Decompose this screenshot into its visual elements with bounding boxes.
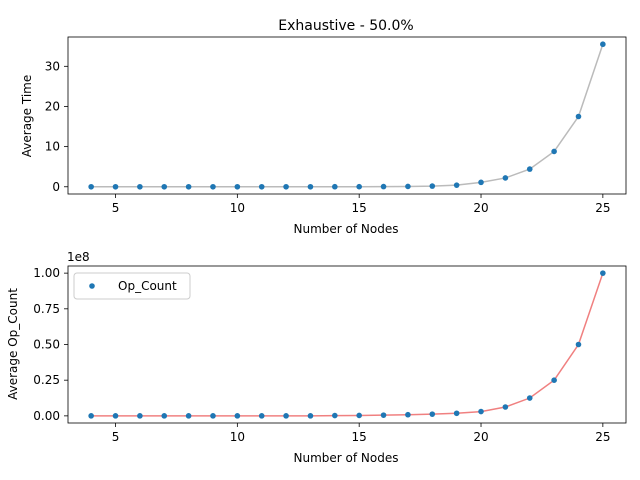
data-point: [161, 413, 168, 419]
y-offset-label: 1e8: [67, 250, 90, 264]
x-tick-label: 5: [112, 201, 120, 215]
data-point: [380, 183, 387, 190]
data-point: [575, 341, 582, 348]
y-tick-label: 0: [52, 180, 60, 194]
legend-marker: [89, 283, 95, 289]
data-point: [600, 41, 606, 48]
y-tick-label: 0.75: [33, 302, 60, 316]
x-tick-label: 20: [473, 201, 488, 215]
x-tick-label: 25: [595, 430, 610, 444]
time-chart: Exhaustive - 50.0% Number of Nodes Avera…: [20, 18, 627, 236]
x-tick-label: 25: [595, 201, 610, 215]
x-tick-label: 10: [230, 201, 245, 215]
data-point: [283, 183, 289, 190]
series-line: [91, 43, 604, 188]
y-tick-label: 0.00: [33, 409, 60, 423]
data-point: [332, 183, 338, 190]
data-point: [478, 179, 484, 186]
y-tick-label: 1.00: [33, 266, 60, 280]
data-point: [551, 377, 557, 383]
data-point: [112, 183, 119, 190]
x-tick-label: 5: [112, 430, 120, 444]
data-point: [185, 413, 192, 419]
y-tick-label: 10: [45, 140, 60, 154]
data-point: [307, 183, 314, 190]
data-point: [405, 183, 411, 190]
legend: Op_Count: [73, 272, 191, 300]
data-point: [210, 183, 216, 190]
data-point: [356, 183, 362, 190]
data-point: [526, 166, 533, 172]
data-point: [453, 182, 460, 188]
data-point: [185, 183, 192, 190]
data-point: [307, 413, 314, 419]
y-tick-label: 0.25: [33, 373, 60, 387]
data-point: [258, 183, 265, 190]
opcount-plot-area: 5 10 15 20 25 0.00 0.25 0.50 0.75 1.00: [33, 265, 627, 444]
data-point: [551, 148, 557, 155]
data-point: [405, 411, 411, 418]
y-tick-label: 30: [45, 59, 60, 73]
data-point: [161, 183, 168, 190]
data-point: [137, 183, 143, 190]
x-tick-label: 15: [352, 201, 367, 215]
data-point: [258, 413, 265, 419]
y-axis-label: Average Op_Count: [6, 288, 20, 400]
y-tick-label: 0.50: [33, 338, 60, 352]
data-point: [88, 183, 94, 190]
data-point: [88, 413, 94, 419]
data-point: [526, 395, 533, 401]
data-point: [429, 411, 436, 417]
data-point: [283, 413, 289, 419]
data-point: [380, 412, 387, 418]
data-point: [502, 404, 509, 410]
opcount-chart: Number of Nodes Average Op_Count 1e8 5 10…: [6, 250, 627, 465]
data-point: [502, 175, 509, 181]
x-tick-label: 20: [473, 430, 488, 444]
x-axis-label: Number of Nodes: [294, 451, 399, 465]
data-point: [112, 413, 119, 419]
axes-frame: [67, 36, 627, 195]
x-axis-label: Number of Nodes: [294, 222, 399, 236]
data-point: [600, 270, 606, 276]
series-line: [91, 272, 604, 417]
data-point: [137, 413, 143, 419]
data-point: [234, 183, 241, 190]
x-tick-label: 15: [352, 430, 367, 444]
data-point: [429, 183, 436, 189]
x-tick-label: 10: [230, 430, 245, 444]
y-axis-label: Average Time: [20, 75, 34, 157]
legend-box: [73, 272, 191, 300]
data-point: [356, 412, 362, 419]
legend-label: Op_Count: [118, 279, 177, 293]
data-point: [332, 412, 338, 419]
time-plot-area: 5 10 15 20 25 0 10 20 30: [45, 36, 627, 215]
chart-title: Exhaustive - 50.0%: [278, 18, 413, 34]
data-point: [575, 113, 582, 120]
data-point: [453, 410, 460, 417]
y-tick-label: 20: [45, 99, 60, 113]
data-point: [478, 408, 484, 415]
data-point: [234, 413, 241, 419]
data-point: [210, 413, 216, 419]
